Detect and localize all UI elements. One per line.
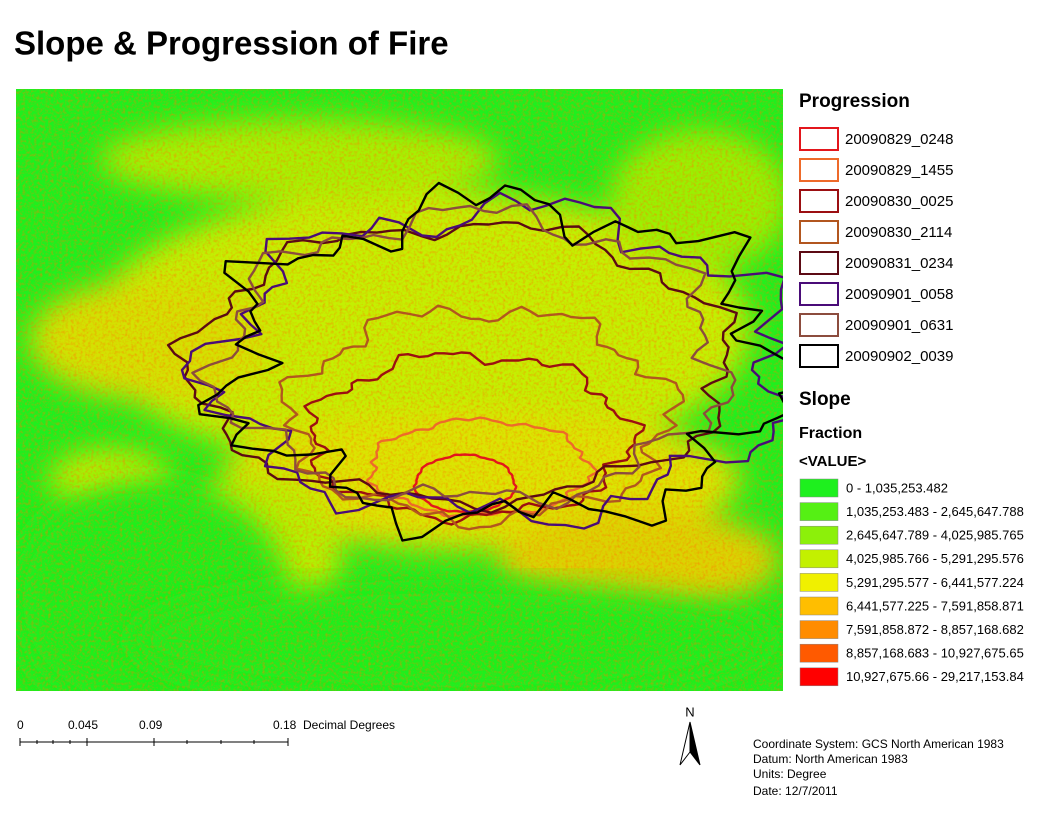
scale-label: 0.18: [273, 718, 297, 732]
legend-label: 20090901_0631: [845, 317, 953, 334]
scale-label: 0.09: [139, 718, 163, 732]
legend-swatch: [799, 313, 839, 337]
fire-perimeter: [197, 181, 783, 542]
fire-perimeter: [191, 203, 737, 511]
legend-swatch: [799, 667, 839, 687]
legend-label: 10,927,675.66 - 29,217,153.84: [846, 669, 1024, 684]
scale-units: Decimal Degrees: [303, 718, 395, 732]
legend-swatch: [799, 251, 839, 275]
legend-label: 20090830_0025: [845, 193, 953, 210]
legend-label: 1,035,253.483 - 2,645,647.788: [846, 504, 1024, 519]
legend-field: <VALUE>: [799, 453, 866, 470]
legend-label: 20090902_0039: [845, 348, 953, 365]
legend-heading: Progression: [799, 91, 910, 112]
legend-label: 20090829_0248: [845, 131, 953, 148]
scale-label: 0: [17, 718, 24, 732]
legend-label: 0 - 1,035,253.482: [846, 480, 948, 495]
slope-raster: [16, 89, 783, 691]
map-metadata: Coordinate System: GCS North American 19…: [753, 737, 1004, 751]
legend-heading: Slope: [799, 389, 851, 410]
map-metadata: Datum: North American 1983: [753, 752, 908, 766]
legend-label: 20090901_0058: [845, 286, 953, 303]
legend-swatch: [799, 573, 839, 592]
legend-swatch: [799, 282, 839, 306]
legend: Progression Slope Fraction <VALUE> 20090…: [799, 91, 1024, 687]
scale-label: 0.045: [68, 718, 98, 732]
legend-label: 20090830_2114: [845, 224, 952, 241]
map-metadata: Units: Degree: [753, 767, 827, 781]
legend-label: 2,645,647.789 - 4,025,985.765: [846, 528, 1024, 543]
map-metadata: Date: 12/7/2011: [753, 784, 838, 798]
legend-swatch: [799, 620, 839, 639]
legend-swatch: [799, 502, 839, 521]
legend-swatch: [799, 158, 839, 182]
legend-swatch: [799, 596, 839, 616]
north-arrow: [679, 721, 701, 766]
legend-swatch: [799, 549, 839, 569]
legend-label: 5,291,295.577 - 6,441,577.224: [846, 575, 1024, 590]
legend-label: 6,441,577.225 - 7,591,858.871: [846, 598, 1024, 613]
legend-label: 20090829_1455: [845, 162, 953, 179]
legend-swatch: [799, 525, 839, 545]
scale-bar: [19, 738, 289, 746]
legend-swatch: [799, 189, 839, 213]
legend-label: 7,591,858.872 - 8,857,168.682: [846, 622, 1024, 637]
north-arrow-label: N: [685, 704, 694, 719]
legend-swatch: [799, 643, 839, 663]
legend-swatch: [799, 220, 839, 244]
legend-swatch: [799, 344, 839, 368]
legend-swatch: [799, 478, 839, 498]
map-title: Slope & Progression of Fire: [14, 25, 449, 62]
legend-label: 20090831_0234: [845, 255, 953, 272]
fire-perimeter: [166, 221, 738, 514]
fire-perimeter: [412, 453, 518, 513]
legend-subheading: Fraction: [799, 425, 862, 442]
legend-swatch: [799, 127, 839, 151]
legend-label: 8,857,168.683 - 10,927,675.65: [846, 646, 1024, 661]
legend-label: 4,025,985.766 - 5,291,295.576: [846, 551, 1024, 566]
